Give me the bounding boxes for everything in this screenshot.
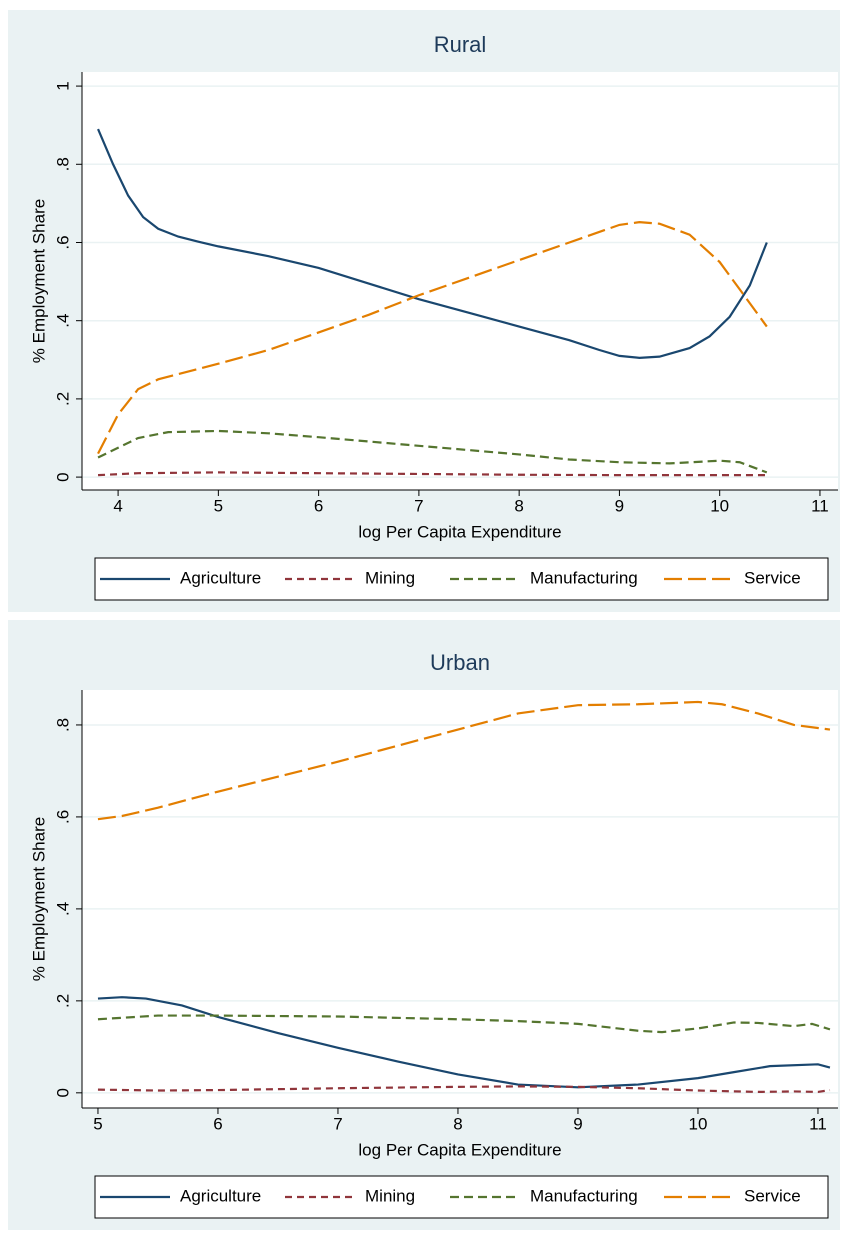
y-tick-label: .8 — [53, 718, 72, 732]
x-axis-title: log Per Capita Expenditure — [358, 1140, 561, 1159]
legend-label: Manufacturing — [530, 568, 638, 587]
x-tick-label: 10 — [710, 496, 729, 515]
legend-label: Agriculture — [180, 568, 261, 587]
y-tick-label: .4 — [53, 902, 72, 916]
y-tick-label: 0 — [53, 472, 72, 481]
series-line — [97, 471, 767, 477]
legend-label: Service — [744, 568, 801, 587]
x-tick-label: 11 — [811, 496, 829, 515]
series-line — [97, 429, 768, 474]
x-tick-label: 4 — [113, 496, 122, 515]
series-line — [97, 1014, 831, 1034]
legend-label: Agriculture — [180, 1186, 261, 1205]
x-tick-label: 11 — [809, 1114, 827, 1133]
y-tick-label: 1 — [53, 81, 72, 90]
plot-area — [82, 690, 838, 1108]
y-axis-title: % Employment Share — [29, 199, 48, 363]
x-tick-label: 5 — [93, 1114, 102, 1133]
x-tick-label: 9 — [615, 496, 624, 515]
legend-label: Manufacturing — [530, 1186, 638, 1205]
legend-label: Service — [744, 1186, 801, 1205]
series-line — [97, 996, 831, 1089]
y-tick-label: .2 — [53, 392, 72, 406]
x-tick-label: 8 — [514, 496, 523, 515]
x-tick-label: 6 — [314, 496, 323, 515]
x-tick-label: 6 — [213, 1114, 222, 1133]
y-tick-label: .8 — [53, 157, 72, 171]
series-line — [97, 221, 768, 455]
series-line — [97, 700, 831, 821]
x-tick-label: 8 — [453, 1114, 462, 1133]
x-tick-label: 10 — [688, 1114, 707, 1133]
y-tick-label: .6 — [53, 810, 72, 824]
series-line — [97, 1085, 831, 1094]
chart-title: Urban — [430, 650, 490, 675]
y-tick-label: 0 — [53, 1088, 72, 1097]
y-tick-label: .6 — [53, 235, 72, 249]
y-tick-label: .2 — [53, 994, 72, 1008]
x-tick-label: 7 — [414, 496, 423, 515]
chart-title: Rural — [434, 32, 487, 57]
x-tick-label: 5 — [214, 496, 223, 515]
x-tick-label: 7 — [333, 1114, 342, 1133]
x-tick-label: 9 — [573, 1114, 582, 1133]
y-tick-label: .4 — [53, 314, 72, 328]
x-axis-title: log Per Capita Expenditure — [358, 522, 561, 541]
series-line — [97, 128, 768, 359]
legend-label: Mining — [365, 1186, 415, 1205]
legend-label: Mining — [365, 568, 415, 587]
y-axis-title: % Employment Share — [29, 817, 48, 981]
